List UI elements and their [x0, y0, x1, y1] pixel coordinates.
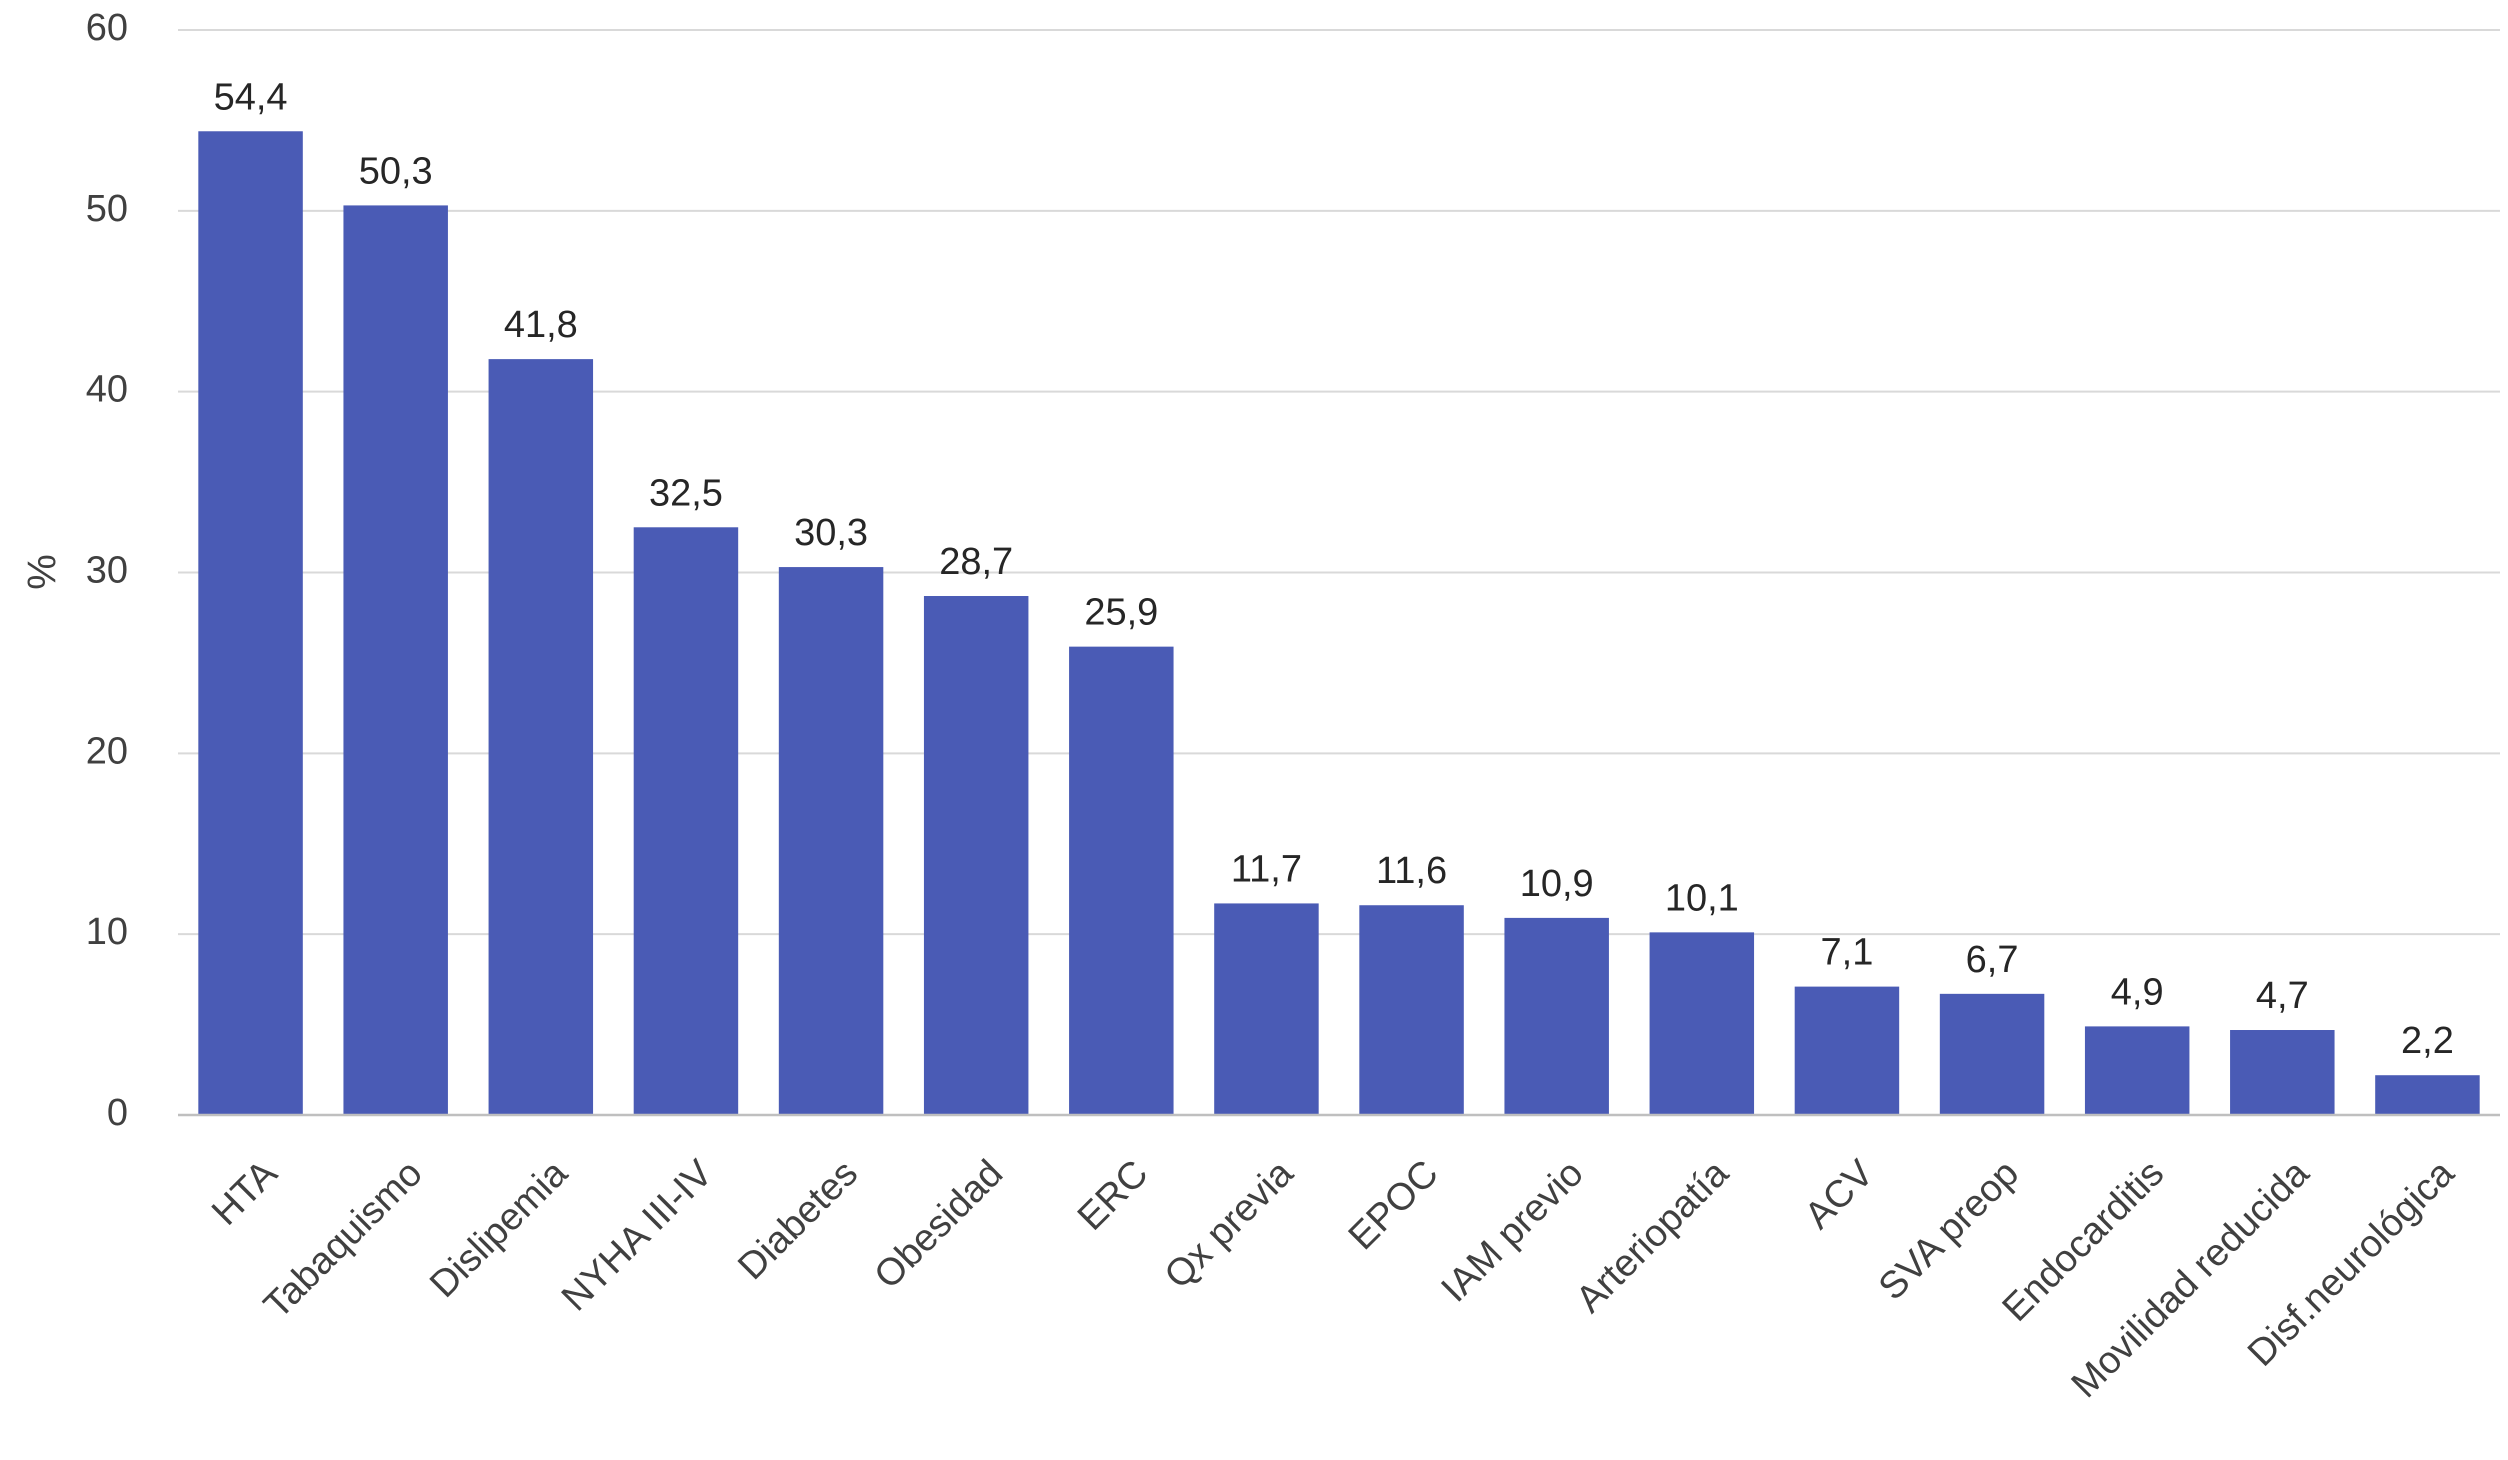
data-label: 10,1 — [1665, 877, 1739, 919]
x-tick-label: ERC — [1070, 1152, 1156, 1238]
y-tick-label: 60 — [86, 7, 128, 49]
x-tick-label: Qx previa — [1157, 1152, 1302, 1297]
data-label: 2,2 — [2401, 1020, 2454, 1062]
data-label: 4,7 — [2256, 975, 2309, 1017]
x-tick-label: SVA preop — [1871, 1152, 2027, 1308]
bar — [1214, 903, 1319, 1115]
data-label: 7,1 — [1821, 932, 1874, 974]
bar — [1794, 986, 1900, 1115]
y-tick-label: 10 — [86, 911, 128, 953]
bar — [488, 359, 594, 1115]
data-label: 25,9 — [1084, 592, 1158, 634]
y-tick-label: 20 — [86, 730, 128, 772]
x-tick-label: EPOC — [1341, 1152, 1447, 1258]
y-axis-ticks: 0 10 20 30 40 50 60 — [86, 7, 128, 1134]
bar — [2375, 1075, 2480, 1115]
bar — [1069, 646, 1174, 1115]
x-tick-label: IAM previo — [1434, 1152, 1592, 1310]
x-tick-label: Arteriopatía — [1568, 1152, 1737, 1321]
data-label: 32,5 — [649, 472, 723, 514]
data-label: 11,7 — [1231, 848, 1302, 890]
data-label: 28,7 — [939, 541, 1013, 583]
x-tick-label: ACV — [1797, 1152, 1882, 1237]
y-tick-label: 0 — [107, 1092, 128, 1134]
data-label: 30,3 — [794, 512, 868, 554]
data-label: 6,7 — [1966, 939, 2019, 981]
bar — [1649, 932, 1755, 1115]
x-tick-label: HTA — [204, 1152, 286, 1234]
x-tick-label: NYHA III-IV — [554, 1152, 722, 1320]
y-tick-label: 40 — [86, 369, 128, 411]
bar — [1504, 917, 1609, 1115]
bar — [923, 596, 1029, 1115]
y-axis-label: % — [21, 554, 65, 590]
bar — [2084, 1026, 2190, 1115]
data-label: 11,6 — [1376, 850, 1447, 892]
y-tick-label: 30 — [86, 550, 128, 592]
bar — [633, 527, 739, 1115]
bar — [778, 567, 884, 1115]
data-label: 4,9 — [2111, 971, 2164, 1013]
data-label: 50,3 — [359, 150, 433, 192]
bar — [343, 205, 448, 1116]
data-labels: 54,4 50,3 41,8 32,5 30,3 28,7 25,9 11,7 11,6 10,9… — [214, 76, 2454, 1062]
data-label: 54,4 — [214, 76, 288, 118]
bar — [1939, 993, 2045, 1115]
x-tick-label: Diabetes — [730, 1152, 866, 1288]
bars — [198, 131, 2480, 1116]
bar — [1359, 905, 1464, 1115]
bar — [2230, 1030, 2335, 1115]
x-tick-label: Tabaquismo — [256, 1152, 431, 1327]
data-label: 10,9 — [1520, 863, 1594, 905]
bar — [198, 131, 303, 1115]
x-tick-label: Movilidad reducida — [2064, 1152, 2318, 1406]
y-tick-label: 50 — [86, 188, 128, 230]
data-label: 41,8 — [504, 304, 578, 346]
x-tick-label: Obesidad — [866, 1152, 1011, 1297]
x-tick-label: Dislipemia — [422, 1152, 576, 1306]
